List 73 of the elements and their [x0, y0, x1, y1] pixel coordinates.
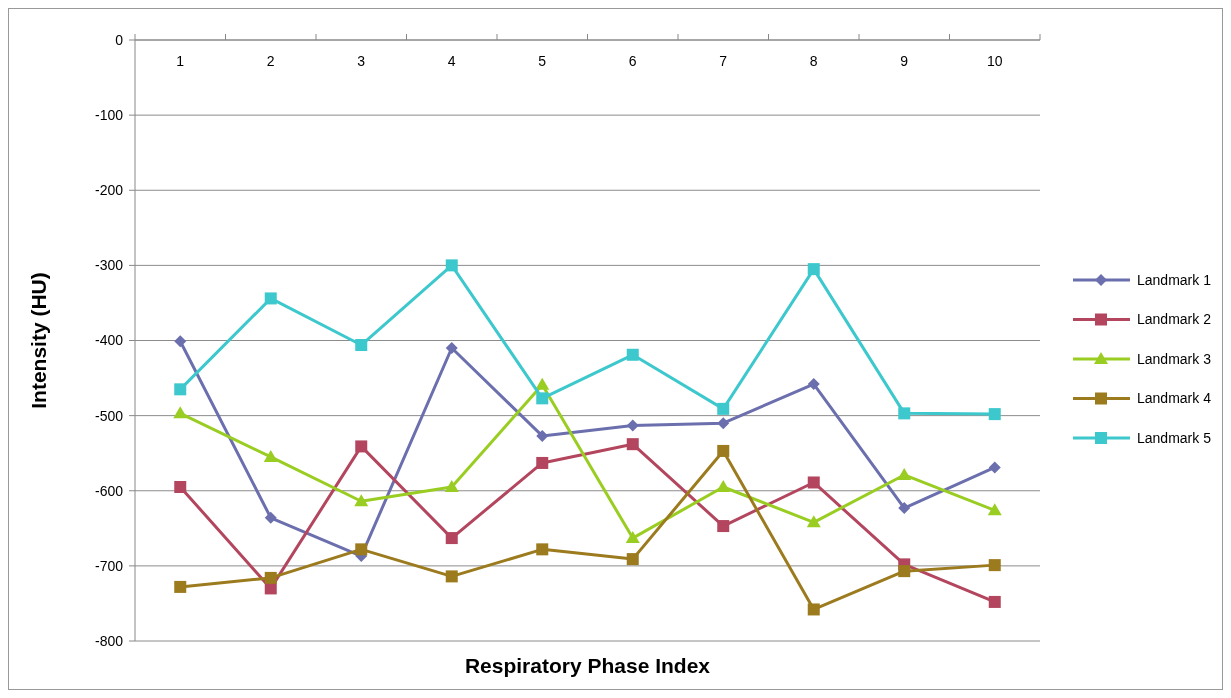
legend-label: Landmark 2: [1137, 311, 1212, 328]
point: [807, 476, 820, 489]
point: [807, 378, 820, 391]
point: [806, 515, 821, 528]
y-tick-label: -400: [94, 332, 124, 349]
y-tick-label: 0: [115, 31, 124, 48]
point: [898, 502, 911, 515]
point: [174, 383, 187, 396]
point: [717, 520, 730, 533]
point: [263, 449, 278, 462]
x-tick-label: 5: [538, 53, 547, 69]
point: [898, 565, 911, 578]
point: [988, 408, 1001, 421]
point: [717, 444, 730, 457]
point: [536, 392, 549, 405]
point: [536, 543, 549, 556]
point: [535, 377, 550, 390]
point: [626, 553, 639, 566]
point: [717, 417, 730, 430]
point: [536, 456, 549, 469]
point: [445, 342, 458, 355]
y-tick-label: -200: [94, 182, 124, 199]
x-axis-title: Respiratory Phase Index: [464, 654, 711, 677]
point: [174, 580, 187, 593]
point: [807, 263, 820, 276]
point: [174, 335, 187, 348]
x-tick-label: 1: [176, 53, 185, 69]
point: [445, 570, 458, 583]
point: [354, 494, 369, 507]
x-tick-label: 7: [719, 53, 728, 69]
legend-label: Landmark 4: [1137, 390, 1212, 407]
point: [626, 419, 639, 432]
point: [626, 438, 639, 451]
point: [716, 479, 731, 492]
point: [264, 511, 277, 524]
point: [174, 480, 187, 493]
point: [445, 532, 458, 545]
legend-label: Landmark 3: [1137, 350, 1212, 367]
point: [355, 440, 368, 453]
point: [626, 348, 639, 361]
point: [445, 259, 458, 272]
point: [173, 406, 188, 419]
x-tick-label: 2: [266, 53, 275, 69]
point: [988, 595, 1001, 608]
y-tick-label: -500: [94, 407, 124, 424]
point: [625, 531, 640, 544]
x-tick-label: 6: [628, 53, 637, 69]
point: [987, 503, 1002, 516]
point: [355, 339, 368, 352]
y-tick-label: -700: [94, 557, 124, 574]
point: [807, 603, 820, 616]
x-tick-label: 10: [986, 53, 1003, 69]
y-tick-label: -800: [94, 632, 124, 649]
y-tick-label: -100: [94, 107, 124, 124]
x-tick-label: 8: [809, 53, 818, 69]
point: [897, 467, 912, 480]
legend-label: Landmark 5: [1137, 429, 1212, 446]
y-tick-label: -600: [94, 482, 124, 499]
y-tick-label: -300: [94, 257, 124, 274]
point: [264, 292, 277, 305]
point: [264, 571, 277, 584]
point: [536, 429, 549, 442]
x-tick-label: 9: [900, 53, 909, 69]
point: [444, 479, 459, 492]
x-tick-label: 4: [447, 53, 456, 69]
y-axis-title: Intensity (HU): [27, 272, 50, 409]
point: [898, 407, 911, 420]
point: [988, 461, 1001, 474]
x-tick-label: 3: [357, 53, 366, 69]
legend-label: Landmark 1: [1137, 271, 1212, 288]
point: [988, 559, 1001, 572]
point: [717, 402, 730, 415]
point: [355, 543, 368, 556]
